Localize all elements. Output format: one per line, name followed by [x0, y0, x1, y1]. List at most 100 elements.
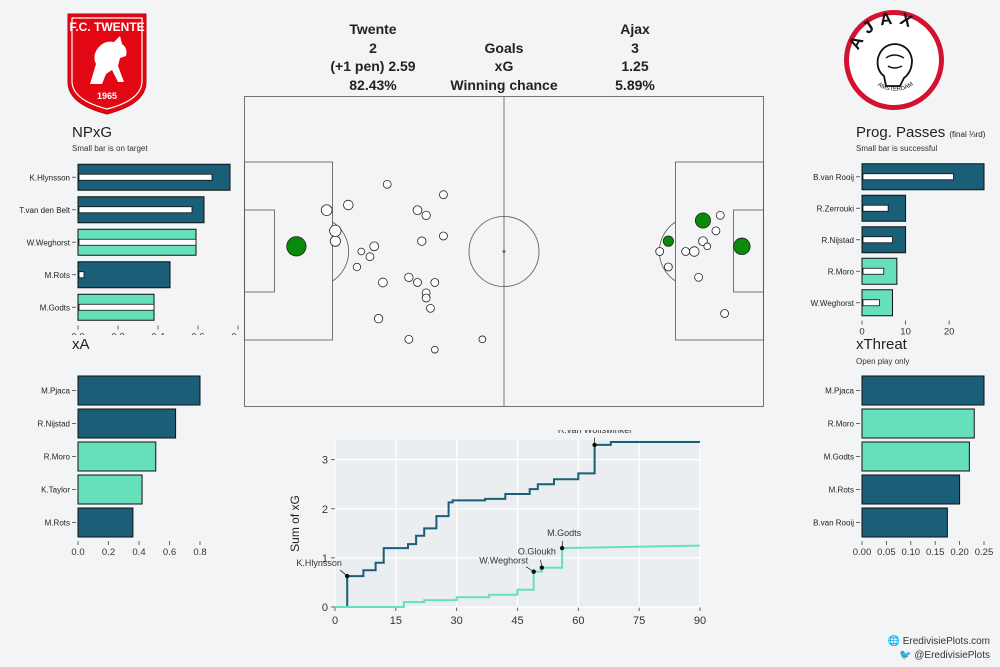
xg-annotation-label-2: O.Gloukh: [518, 547, 556, 557]
xthreat-bar-4: [861, 507, 948, 538]
xg-annotation-dot-1: [531, 569, 536, 574]
ajax-shot-9: [694, 272, 704, 282]
xg-xtick-label-0: 0: [332, 615, 338, 627]
xthreat-label-0: M.Pjaca: [825, 387, 854, 396]
ajax-logo: AJAX AMSTERDAM: [844, 8, 944, 110]
xa-bar-0: [77, 375, 201, 406]
twente-logo-text: F.C. TWENTE: [69, 20, 144, 34]
twente-shot-20: [439, 190, 448, 200]
xthreat-bar-3: [861, 474, 961, 505]
prog-label-3: R.Moro: [828, 267, 855, 276]
prog-subtitle: Small bar is successful: [856, 144, 938, 153]
npxg-inner-bar-1: [78, 206, 193, 214]
prog-xtick-label-0: 0: [859, 327, 864, 336]
twente-shot-24: [352, 262, 362, 272]
xthreat-bar-chart: M.Pjaca R.Moro M.Godts M.Rots B.van Rooij 0.0…: [813, 375, 994, 558]
ajax-shot-7: [715, 210, 725, 220]
npxg-xtick-label-4: 0.8: [231, 332, 240, 336]
footer-site: 🌐 EredivisiePlots.com: [888, 636, 991, 647]
xg-ytick-label-2: 2: [322, 504, 328, 516]
twente-logo: F.C. TWENTE 1965: [67, 13, 147, 115]
goals-label: Goals: [484, 39, 524, 56]
xa-label-3: K.Taylor: [41, 486, 70, 495]
home-xg: (+1 pen) 2.59: [330, 58, 416, 74]
xthreat-xtick-label-0: 0.00: [853, 547, 872, 558]
npxg-inner-bar-0: [78, 173, 213, 181]
ajax-shot-4: [689, 246, 700, 257]
ajax-shot-2: [662, 235, 674, 247]
twente-shot-17: [421, 293, 431, 303]
away-goals: 3: [631, 39, 639, 56]
cumulative-xg-chart: 0 15 30 45 60 75 90 0 1 2 3 Sum of xG K.Hlynsson W.We…: [288, 430, 706, 627]
npxg-label-4: M.Godts: [40, 303, 70, 312]
npxg-xtick-label-1: 0.2: [111, 332, 124, 336]
xg-annotation-dot-3: [559, 545, 565, 551]
prog-inner-bar-0: [862, 173, 954, 181]
xg-annotation-leader-0: [339, 569, 348, 577]
xg-ytick-label-1: 1: [322, 553, 328, 565]
prog-xtick-label-1: 10: [900, 327, 911, 336]
xg-xtick-label-6: 90: [694, 615, 706, 627]
twente-shot-14: [413, 278, 422, 287]
npxg-label-2: W.Weghorst: [27, 238, 71, 247]
twente-shot-3: [329, 224, 342, 237]
npxg-xtick-label-0: 0.0: [71, 332, 84, 336]
xg-xtick-label-5: 75: [633, 615, 645, 627]
xthreat-title: xThreat: [856, 336, 907, 353]
twente-shot-5: [365, 252, 375, 262]
ajax-logo-city: AMSTERDAM: [876, 81, 914, 93]
xa-bar-3: [77, 474, 143, 505]
ajax-shot-8: [711, 226, 721, 236]
away-header: Ajax 3 1.25 5.89%: [585, 20, 685, 94]
xa-label-4: M.Rots: [45, 519, 70, 528]
home-team-name: Twente: [349, 21, 397, 37]
prog-inner-bar-3: [862, 267, 885, 275]
footer-twitter: 🐦 @EredivisiePlots: [899, 650, 990, 661]
xa-label-1: R.Nijstad: [38, 420, 70, 429]
xa-xtick-label-2: 0.4: [132, 547, 145, 558]
npxg-bar-chart: K.Hlynsson T.van den Belt W.Weghorst M.Rots…: [19, 163, 240, 336]
xa-bar-4: [77, 507, 134, 538]
twente-shot-13: [417, 236, 427, 246]
prog-label-0: B.van Rooij: [813, 173, 854, 182]
away-xg: 1.25: [621, 58, 649, 74]
xg-annotation-label-4: R.van Wolfswinkel: [558, 430, 631, 435]
xg-series-ajax: [335, 544, 701, 608]
npxg-xtick-label-3: 0.6: [191, 332, 204, 336]
xthreat-xtick-label-3: 0.15: [926, 547, 945, 558]
xg-ytick-label-0: 0: [322, 602, 328, 614]
twente-shot-12: [421, 210, 431, 220]
twente-shot-7: [378, 277, 388, 288]
home-win-chance: 82.43%: [349, 76, 397, 93]
xg-annotation-label-3: M.Godts: [547, 528, 582, 538]
twente-shot-10: [382, 179, 392, 189]
prog-bar-chart: B.van Rooij R.Zerrouki R.Nijstad R.Moro W.We…: [811, 163, 985, 336]
prog-title-main: Prog. Passes: [856, 124, 946, 141]
xthreat-xtick-label-4: 0.20: [950, 547, 969, 558]
xthreat-xtick-label-5: 0.25: [975, 547, 994, 558]
xa-label-2: R.Moro: [44, 453, 71, 462]
ajax-shot-5: [681, 247, 691, 256]
ajax-shot-10: [655, 247, 665, 256]
away-team-name: Ajax: [620, 21, 650, 37]
ajax-shot-12: [720, 309, 729, 318]
npxg-label-1: T.van den Belt: [19, 206, 70, 215]
xthreat-label-1: R.Moro: [828, 420, 855, 429]
npxg-label-0: K.Hlynsson: [30, 173, 70, 182]
home-goals: 2: [369, 39, 377, 56]
xg-annotation-leader-3: [561, 540, 563, 549]
npxg-bar-3: [77, 261, 171, 289]
home-header: Twente 2 (+1 pen) 2.59 82.43%: [318, 20, 428, 94]
footer-site-text: EredivisiePlots.com: [902, 636, 990, 647]
prog-label-2: R.Nijstad: [822, 236, 854, 245]
xg-ylabel: Sum of xG: [288, 495, 302, 552]
ajax-shot-6: [703, 242, 712, 251]
xg-xtick-label-4: 60: [572, 615, 584, 627]
twente-shot-18: [404, 334, 414, 344]
twente-shot-19: [426, 303, 435, 313]
twente-shot-8: [404, 272, 414, 282]
prog-inner-bar-4: [862, 299, 880, 307]
xthreat-bar-0: [861, 375, 985, 406]
npxg-title: NPxG: [72, 124, 113, 141]
xg-annotation-label-0: K.Hlynsson: [296, 558, 342, 568]
